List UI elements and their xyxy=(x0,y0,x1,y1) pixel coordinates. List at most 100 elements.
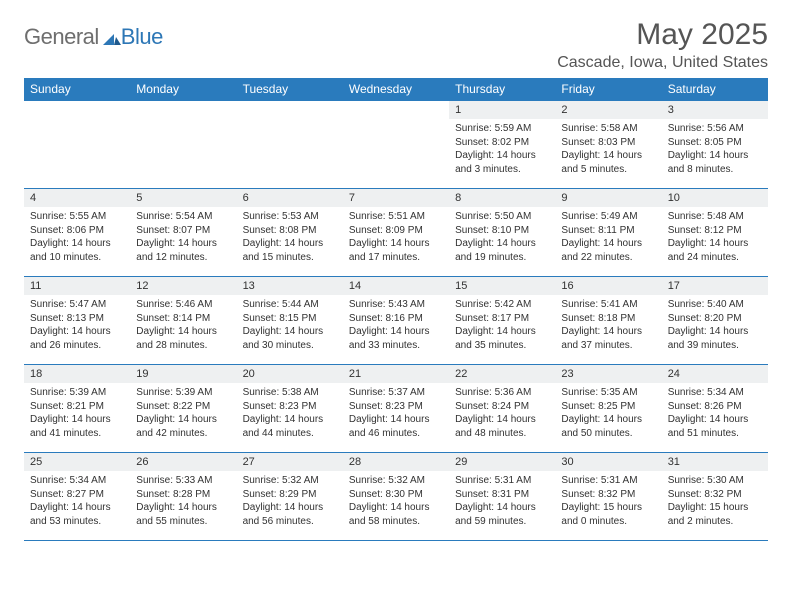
calendar-day-cell: 7Sunrise: 5:51 AMSunset: 8:09 PMDaylight… xyxy=(343,189,449,277)
sunset-line: Sunset: 8:25 PM xyxy=(561,400,655,414)
daylight-line: Daylight: 14 hours and 28 minutes. xyxy=(136,325,230,352)
month-title: May 2025 xyxy=(557,18,768,52)
calendar-day-cell: 13Sunrise: 5:44 AMSunset: 8:15 PMDayligh… xyxy=(237,277,343,365)
sunset-line: Sunset: 8:31 PM xyxy=(455,488,549,502)
daylight-line: Daylight: 14 hours and 17 minutes. xyxy=(349,237,443,264)
day-number: 8 xyxy=(449,189,555,207)
calendar-day-cell: 21Sunrise: 5:37 AMSunset: 8:23 PMDayligh… xyxy=(343,365,449,453)
daylight-line: Daylight: 14 hours and 42 minutes. xyxy=(136,413,230,440)
daylight-line: Daylight: 14 hours and 55 minutes. xyxy=(136,501,230,528)
daylight-line: Daylight: 14 hours and 8 minutes. xyxy=(668,149,762,176)
day-number xyxy=(237,101,343,119)
sunrise-line: Sunrise: 5:47 AM xyxy=(30,298,124,312)
day-number: 9 xyxy=(555,189,661,207)
sunrise-line: Sunrise: 5:41 AM xyxy=(561,298,655,312)
daylight-line: Daylight: 14 hours and 5 minutes. xyxy=(561,149,655,176)
sunrise-line: Sunrise: 5:37 AM xyxy=(349,386,443,400)
calendar-day-cell: 15Sunrise: 5:42 AMSunset: 8:17 PMDayligh… xyxy=(449,277,555,365)
day-number: 2 xyxy=(555,101,661,119)
daylight-line: Daylight: 14 hours and 50 minutes. xyxy=(561,413,655,440)
day-number: 21 xyxy=(343,365,449,383)
daylight-line: Daylight: 14 hours and 58 minutes. xyxy=(349,501,443,528)
day-details: Sunrise: 5:56 AMSunset: 8:05 PMDaylight:… xyxy=(662,119,768,178)
sunrise-line: Sunrise: 5:48 AM xyxy=(668,210,762,224)
day-details: Sunrise: 5:40 AMSunset: 8:20 PMDaylight:… xyxy=(662,295,768,354)
sunrise-line: Sunrise: 5:36 AM xyxy=(455,386,549,400)
sunset-line: Sunset: 8:10 PM xyxy=(455,224,549,238)
sunrise-line: Sunrise: 5:38 AM xyxy=(243,386,337,400)
day-number: 5 xyxy=(130,189,236,207)
weekday-header: Wednesday xyxy=(343,78,449,101)
day-details: Sunrise: 5:32 AMSunset: 8:29 PMDaylight:… xyxy=(237,471,343,530)
daylight-line: Daylight: 14 hours and 48 minutes. xyxy=(455,413,549,440)
day-details: Sunrise: 5:34 AMSunset: 8:27 PMDaylight:… xyxy=(24,471,130,530)
sunrise-line: Sunrise: 5:54 AM xyxy=(136,210,230,224)
sunrise-line: Sunrise: 5:32 AM xyxy=(243,474,337,488)
logo-mark-icon xyxy=(103,29,121,45)
sunset-line: Sunset: 8:05 PM xyxy=(668,136,762,150)
logo-word-b: Blue xyxy=(121,24,163,50)
daylight-line: Daylight: 14 hours and 51 minutes. xyxy=(668,413,762,440)
daylight-line: Daylight: 15 hours and 0 minutes. xyxy=(561,501,655,528)
calendar-header-row: SundayMondayTuesdayWednesdayThursdayFrid… xyxy=(24,78,768,101)
day-number: 28 xyxy=(343,453,449,471)
sunset-line: Sunset: 8:15 PM xyxy=(243,312,337,326)
sunset-line: Sunset: 8:30 PM xyxy=(349,488,443,502)
daylight-line: Daylight: 14 hours and 30 minutes. xyxy=(243,325,337,352)
day-details: Sunrise: 5:32 AMSunset: 8:30 PMDaylight:… xyxy=(343,471,449,530)
calendar-day-cell xyxy=(237,101,343,189)
sunset-line: Sunset: 8:12 PM xyxy=(668,224,762,238)
calendar-week-row: 18Sunrise: 5:39 AMSunset: 8:21 PMDayligh… xyxy=(24,365,768,453)
calendar-day-cell: 30Sunrise: 5:31 AMSunset: 8:32 PMDayligh… xyxy=(555,453,661,541)
calendar-day-cell: 9Sunrise: 5:49 AMSunset: 8:11 PMDaylight… xyxy=(555,189,661,277)
day-details: Sunrise: 5:33 AMSunset: 8:28 PMDaylight:… xyxy=(130,471,236,530)
sunset-line: Sunset: 8:16 PM xyxy=(349,312,443,326)
sunset-line: Sunset: 8:17 PM xyxy=(455,312,549,326)
weekday-header: Monday xyxy=(130,78,236,101)
day-number: 16 xyxy=(555,277,661,295)
day-details: Sunrise: 5:30 AMSunset: 8:32 PMDaylight:… xyxy=(662,471,768,530)
daylight-line: Daylight: 14 hours and 15 minutes. xyxy=(243,237,337,264)
calendar-day-cell: 11Sunrise: 5:47 AMSunset: 8:13 PMDayligh… xyxy=(24,277,130,365)
day-details: Sunrise: 5:54 AMSunset: 8:07 PMDaylight:… xyxy=(130,207,236,266)
sunset-line: Sunset: 8:18 PM xyxy=(561,312,655,326)
day-number: 19 xyxy=(130,365,236,383)
daylight-line: Daylight: 14 hours and 26 minutes. xyxy=(30,325,124,352)
sunrise-line: Sunrise: 5:39 AM xyxy=(30,386,124,400)
day-details: Sunrise: 5:37 AMSunset: 8:23 PMDaylight:… xyxy=(343,383,449,442)
calendar-week-row: 1Sunrise: 5:59 AMSunset: 8:02 PMDaylight… xyxy=(24,101,768,189)
daylight-line: Daylight: 14 hours and 53 minutes. xyxy=(30,501,124,528)
sunset-line: Sunset: 8:28 PM xyxy=(136,488,230,502)
day-details: Sunrise: 5:38 AMSunset: 8:23 PMDaylight:… xyxy=(237,383,343,442)
day-number: 23 xyxy=(555,365,661,383)
sunset-line: Sunset: 8:08 PM xyxy=(243,224,337,238)
day-number: 7 xyxy=(343,189,449,207)
sunrise-line: Sunrise: 5:33 AM xyxy=(136,474,230,488)
weekday-header: Friday xyxy=(555,78,661,101)
weekday-header: Saturday xyxy=(662,78,768,101)
calendar-day-cell: 18Sunrise: 5:39 AMSunset: 8:21 PMDayligh… xyxy=(24,365,130,453)
weekday-header: Thursday xyxy=(449,78,555,101)
sunset-line: Sunset: 8:29 PM xyxy=(243,488,337,502)
sunrise-line: Sunrise: 5:31 AM xyxy=(455,474,549,488)
sunrise-line: Sunrise: 5:43 AM xyxy=(349,298,443,312)
day-details: Sunrise: 5:55 AMSunset: 8:06 PMDaylight:… xyxy=(24,207,130,266)
day-number: 18 xyxy=(24,365,130,383)
day-details: Sunrise: 5:35 AMSunset: 8:25 PMDaylight:… xyxy=(555,383,661,442)
day-details: Sunrise: 5:36 AMSunset: 8:24 PMDaylight:… xyxy=(449,383,555,442)
calendar-day-cell: 12Sunrise: 5:46 AMSunset: 8:14 PMDayligh… xyxy=(130,277,236,365)
day-number: 4 xyxy=(24,189,130,207)
sunrise-line: Sunrise: 5:44 AM xyxy=(243,298,337,312)
location-subtitle: Cascade, Iowa, United States xyxy=(557,54,768,72)
sunrise-line: Sunrise: 5:55 AM xyxy=(30,210,124,224)
calendar-day-cell: 25Sunrise: 5:34 AMSunset: 8:27 PMDayligh… xyxy=(24,453,130,541)
sunrise-line: Sunrise: 5:34 AM xyxy=(668,386,762,400)
day-number: 11 xyxy=(24,277,130,295)
sunrise-line: Sunrise: 5:34 AM xyxy=(30,474,124,488)
day-number: 24 xyxy=(662,365,768,383)
daylight-line: Daylight: 14 hours and 41 minutes. xyxy=(30,413,124,440)
daylight-line: Daylight: 14 hours and 59 minutes. xyxy=(455,501,549,528)
day-details: Sunrise: 5:58 AMSunset: 8:03 PMDaylight:… xyxy=(555,119,661,178)
day-number xyxy=(343,101,449,119)
daylight-line: Daylight: 15 hours and 2 minutes. xyxy=(668,501,762,528)
